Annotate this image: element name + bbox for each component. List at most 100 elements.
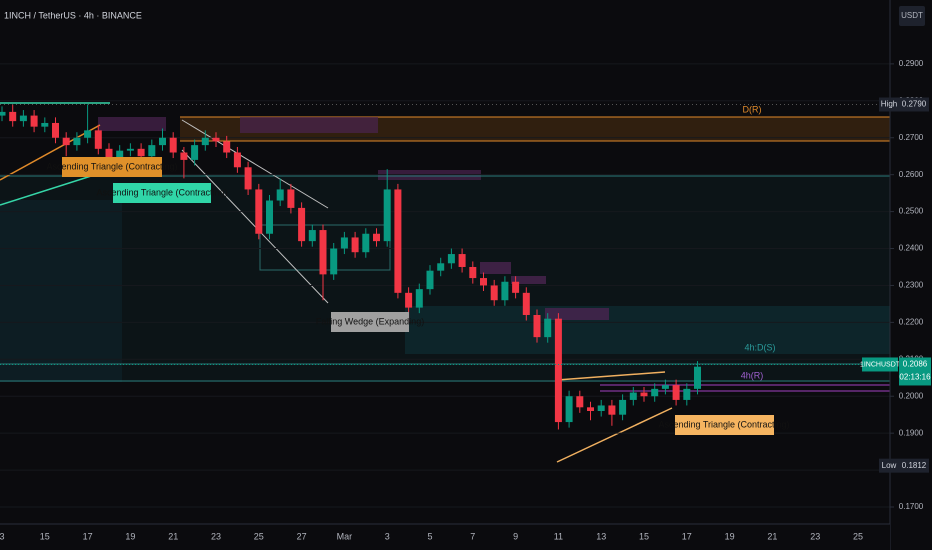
y-tick-label: 0.2400 [899,244,924,253]
x-tick-label: 9 [513,531,518,541]
y-tick-label: 0.2600 [899,170,924,179]
currency-box [899,6,925,26]
zone [405,306,890,354]
low-value: 0.1812 [902,461,927,470]
candle-body [587,407,594,412]
candle-body [180,152,188,160]
candle-body [554,318,562,423]
level-label: 4h:D(S) [744,342,775,352]
level-label: 4h(R) [741,370,764,380]
candle-body [276,189,284,201]
pattern-line [181,119,329,209]
candle-body [373,233,380,242]
candle-body [362,233,370,253]
last-price-box [899,357,931,386]
candle-body [405,292,413,308]
high-value-box [899,97,929,112]
candle-body [533,314,541,338]
x-tick-label: Mar [337,531,353,541]
annotation-box [113,183,211,203]
x-tick-label: 25 [853,531,863,541]
candle-body [52,122,59,138]
candle-body [41,122,49,127]
candle-body [437,263,445,271]
y-tick-label: 0.2200 [899,317,924,326]
candle-body [201,137,209,146]
candle-body [619,399,627,415]
candle-body [512,281,520,293]
candle-body [84,130,92,138]
candle-body [137,148,145,157]
candle-body [608,405,616,415]
candle-body [169,137,177,153]
candle-body [415,289,423,308]
candle-body [340,237,348,249]
zone [480,262,511,274]
zone [98,117,166,131]
x-tick-label: 15 [40,531,50,541]
high-label: High [881,100,897,109]
annotation: Falling Wedge (Expanding) [316,316,424,326]
candle-body [19,115,27,122]
annotation: Ascending Triangle (Contracting) [46,161,177,171]
candle-body [148,145,156,157]
level-label: D(R) [743,104,762,114]
candle-body [522,292,530,315]
high-tag [879,97,899,112]
high-value: 0.2790 [902,100,927,109]
candle-body [244,167,252,190]
currency: USDT [901,11,923,20]
candle-body [191,145,199,160]
candle-body [159,137,166,146]
candle-body [383,189,391,242]
symbol: 1INCHUSDT [860,361,901,368]
axis-layer: 0.17000.18000.19000.20000.21000.22000.23… [0,59,931,541]
zone [0,200,122,382]
candle-body [469,266,477,279]
symbol-tag [862,357,898,372]
y-tick-label: 0.1900 [899,428,924,437]
time-axis [0,524,890,550]
candle-body [319,230,327,275]
candle-body [629,392,637,400]
x-tick-label: 17 [682,531,692,541]
x-tick-label: 15 [639,531,649,541]
candle-body [394,189,402,293]
candle-body [9,111,17,122]
low-value-box [899,458,929,473]
candle-body [683,388,691,400]
zone [240,117,378,133]
annotation-box [331,312,409,332]
x-tick-label: 17 [83,531,93,541]
pattern-line [0,124,101,181]
candle-body [501,281,509,301]
candle-body [308,230,316,242]
last-price: 0.2086 [903,360,928,369]
candle-body [330,248,338,275]
candle-body [223,141,231,153]
low-label: Low [882,461,897,470]
candle-body [73,137,81,146]
candle-body [212,137,220,142]
candle-body [116,150,124,160]
x-tick-label: 5 [427,531,432,541]
y-tick-label: 0.2700 [899,133,924,142]
low-tag [879,458,899,473]
candle-body [62,137,70,146]
candle-body [30,115,38,127]
x-tick-label: 3 [385,531,390,541]
x-tick-label: 19 [125,531,135,541]
chart-title: 1INCH / TetherUS · 4h · BINANCE [4,10,142,20]
x-tick-label: 27 [297,531,307,541]
y-tick-label: 0.1700 [899,502,924,511]
candle-body [351,237,359,253]
y-tick-label: 0.2000 [899,391,924,400]
pattern-line [556,407,673,463]
price-axis [890,0,932,550]
candle-body [447,254,455,264]
candle-body [544,318,552,338]
candle-body [458,254,466,267]
y-tick-label: 0.2300 [899,281,924,290]
y-tick-label: 0.2500 [899,207,924,216]
